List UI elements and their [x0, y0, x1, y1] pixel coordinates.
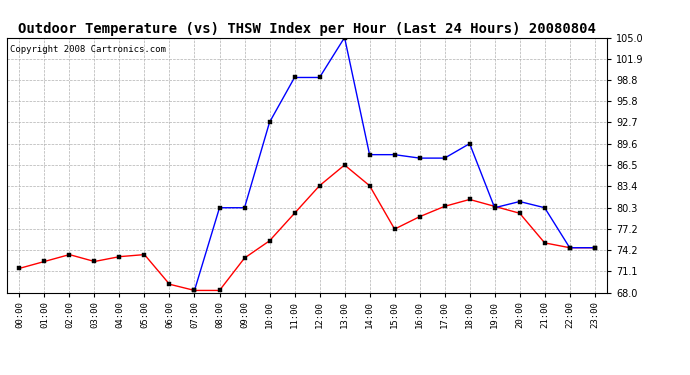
Text: Copyright 2008 Cartronics.com: Copyright 2008 Cartronics.com — [10, 45, 166, 54]
Title: Outdoor Temperature (vs) THSW Index per Hour (Last 24 Hours) 20080804: Outdoor Temperature (vs) THSW Index per … — [18, 22, 596, 36]
